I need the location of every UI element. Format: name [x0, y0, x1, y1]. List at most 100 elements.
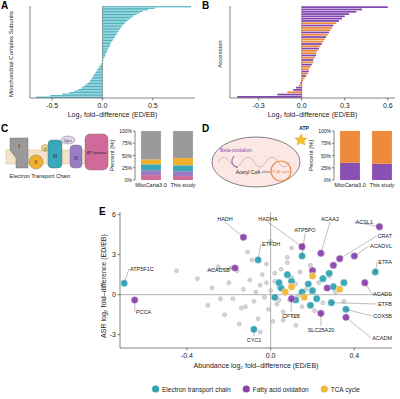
point: [300, 305, 304, 309]
bar: [302, 43, 322, 45]
x-tick: [258, 98, 259, 101]
leader-line: [206, 268, 235, 270]
bar-segment: [141, 164, 161, 170]
y-axis: [120, 212, 121, 348]
zero-line-y: [120, 294, 392, 295]
bar: [85, 84, 102, 85]
plot-area: [141, 131, 193, 180]
bar: [287, 91, 301, 93]
diagram-label: Q: [43, 146, 46, 151]
bar: [81, 87, 102, 88]
x-axis: [30, 98, 195, 99]
x-tick-label: 0.6: [383, 102, 393, 109]
panel-label: E: [99, 206, 106, 217]
bar: [302, 45, 321, 47]
leader-line: [134, 300, 135, 312]
bar: [102, 20, 127, 21]
point: [264, 262, 268, 266]
x-tick: [52, 98, 53, 101]
bar-segment: [173, 165, 193, 171]
point: [282, 288, 289, 295]
leader-line: [291, 299, 293, 312]
zero-line: [301, 6, 302, 98]
bar: [93, 75, 102, 76]
bar-segment: [372, 164, 392, 180]
bar: [36, 97, 102, 98]
y-tick: [332, 155, 334, 156]
x-axis-title: Log₂ fold–difference (ED/EB): [68, 111, 158, 119]
point-label: ATP5F1C: [130, 266, 154, 272]
point: [313, 295, 320, 302]
bar: [302, 25, 334, 27]
bar: [302, 61, 313, 63]
point: [319, 275, 326, 282]
point: [231, 297, 235, 301]
plot-area: [121, 223, 383, 334]
x-tick-label: -0.4: [181, 352, 193, 359]
bar-segment: [340, 131, 360, 163]
y-axis: [230, 6, 231, 98]
bar: [102, 22, 125, 23]
bar: [302, 66, 311, 68]
point: [237, 322, 241, 326]
bar: [102, 26, 121, 27]
bar: [302, 73, 308, 75]
diagram-label: Cyt c: [64, 139, 72, 143]
point: [223, 313, 227, 317]
bar: [302, 38, 325, 40]
bar: [102, 45, 110, 46]
y-tick-label: 3: [112, 251, 116, 258]
bar: [102, 40, 112, 41]
bar-segment: [141, 175, 161, 180]
arrow: [262, 172, 270, 173]
bar: [302, 75, 306, 77]
bar: [96, 71, 102, 72]
bar: [302, 71, 309, 73]
y-tick: [118, 294, 121, 295]
point: [275, 279, 282, 286]
x-tick-label: 0.0: [266, 352, 276, 359]
point-label: ETFA: [378, 259, 392, 265]
point: [227, 281, 231, 285]
point: [195, 277, 199, 281]
plot-area: [36, 6, 191, 98]
legend-label: Fatty acid oxidation: [253, 386, 309, 394]
bar: [302, 34, 328, 36]
bar: [102, 9, 147, 10]
bar: [102, 18, 129, 19]
bar: [90, 80, 102, 81]
point: [239, 306, 243, 310]
leader-line: [253, 329, 254, 336]
plot-area: [237, 6, 388, 97]
tca-cycle: [271, 161, 291, 181]
beta-oxidation-arrow: [232, 156, 238, 168]
leader-line: [331, 303, 377, 304]
bar: [102, 52, 106, 53]
bar: [102, 8, 154, 9]
panel-label: D: [202, 123, 209, 134]
bar: [299, 84, 302, 86]
bar: [102, 43, 110, 44]
point-label: CYC1: [247, 337, 262, 343]
y-tick: [332, 180, 334, 181]
point: [275, 302, 279, 306]
y-tick: [133, 143, 135, 144]
point-label: ACSL1: [356, 219, 373, 225]
point: [269, 289, 273, 293]
point-label: HADHA: [258, 216, 278, 222]
complex-iii: [48, 140, 62, 168]
diagram-label: Acetyl CoA: [236, 169, 261, 175]
bar: [277, 94, 301, 96]
x-tick-label: 0.0: [98, 102, 108, 109]
legend-label: TCA cycle: [331, 386, 361, 394]
point: [336, 286, 343, 293]
point: [301, 294, 308, 301]
point: [250, 258, 254, 262]
point: [258, 330, 262, 334]
leader-line: [258, 244, 261, 260]
bar-segment: [372, 131, 392, 164]
bar: [102, 49, 107, 50]
legend-swatch: [152, 385, 159, 392]
diagram-label: ATP synthase: [87, 151, 107, 155]
bar: [102, 35, 115, 36]
